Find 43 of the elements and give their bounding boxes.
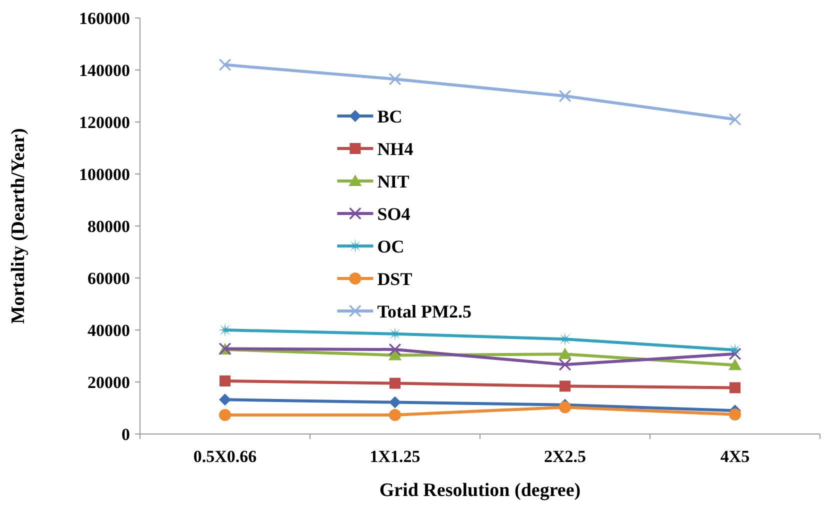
point	[389, 396, 401, 408]
legend-label: NH4	[377, 138, 414, 159]
point	[218, 323, 232, 337]
point	[558, 348, 572, 360]
point	[729, 113, 741, 126]
x-tick-label: 2X2.5	[544, 447, 586, 466]
legend-label: SO4	[377, 204, 410, 224]
x-tick-label: 0.5X0.66	[193, 447, 257, 466]
y-tick-label: 0	[122, 424, 130, 444]
point	[559, 358, 571, 371]
point	[559, 90, 571, 102]
legend-label: Total PM2.5	[377, 301, 472, 322]
x-tick-label: 4X5	[720, 447, 750, 466]
point	[389, 344, 401, 356]
point	[730, 382, 740, 394]
point	[728, 343, 742, 358]
y-tick-label: 160000	[79, 8, 130, 28]
point	[389, 409, 401, 422]
point	[559, 401, 571, 414]
point	[388, 326, 402, 341]
legend-label: NIT	[377, 171, 410, 192]
y-tick-label: 20000	[88, 372, 130, 392]
y-tick-label: 80000	[88, 216, 130, 236]
point	[219, 394, 231, 406]
x-tick-label: 1X1.25	[370, 447, 420, 466]
y-axis-title: Mortality (Dearth/Year)	[8, 128, 29, 324]
point	[728, 358, 742, 370]
x-axis-title: Grid Resolution (degree)	[379, 480, 581, 501]
y-tick-label: 60000	[88, 268, 130, 288]
legend-label: BC	[377, 106, 402, 126]
legend-label: OC	[377, 236, 404, 256]
point	[729, 408, 741, 420]
point	[389, 73, 401, 86]
y-tick-label: 100000	[79, 164, 130, 184]
point	[220, 375, 230, 386]
legend-label: DST	[377, 268, 412, 289]
y-tick-label: 140000	[79, 60, 130, 80]
point	[558, 332, 572, 346]
point	[219, 409, 231, 422]
y-tick-label: 120000	[79, 112, 130, 132]
point	[390, 378, 400, 389]
y-tick-label: 40000	[88, 320, 130, 340]
point	[560, 380, 570, 392]
